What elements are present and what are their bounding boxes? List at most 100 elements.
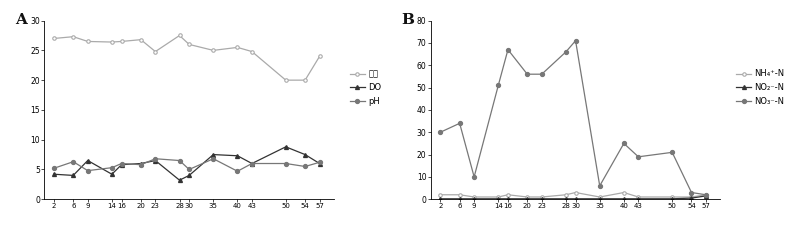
NO₃⁻-N	[667, 151, 677, 154]
DO	[136, 162, 146, 165]
NH₄⁺-N	[436, 193, 445, 196]
Legend: 水温, DO, pH: 水温, DO, pH	[350, 69, 382, 106]
DO	[247, 162, 257, 165]
NO₂⁻-N	[634, 197, 643, 200]
NO₂⁻-N	[469, 197, 479, 200]
NH₄⁺-N	[537, 196, 547, 198]
NO₂⁻-N	[493, 197, 503, 200]
pH	[83, 169, 93, 172]
NO₃⁻-N	[537, 73, 547, 76]
水温	[315, 55, 324, 58]
DO	[175, 179, 184, 182]
水温	[107, 41, 117, 44]
Text: A: A	[15, 14, 27, 27]
Legend: NH₄⁺-N, NO₂⁻-N, NO₃⁻-N: NH₄⁺-N, NO₂⁻-N, NO₃⁻-N	[737, 69, 785, 106]
NH₄⁺-N	[455, 193, 464, 196]
pH	[208, 157, 218, 160]
pH	[175, 159, 184, 162]
NO₃⁻-N	[701, 193, 711, 196]
水温	[117, 40, 126, 43]
NO₃⁻-N	[522, 73, 532, 76]
NH₄⁺-N	[634, 196, 643, 198]
DO	[300, 153, 310, 156]
DO	[281, 145, 291, 148]
水温	[247, 50, 257, 53]
pH	[151, 157, 160, 160]
NO₃⁻-N	[595, 185, 605, 187]
NO₃⁻-N	[455, 122, 464, 125]
NO₃⁻-N	[503, 48, 513, 51]
pH	[233, 170, 242, 173]
pH	[247, 162, 257, 165]
NO₂⁻-N	[455, 197, 464, 200]
NH₄⁺-N	[493, 196, 503, 198]
水温	[83, 40, 93, 43]
Text: B: B	[402, 14, 415, 27]
NO₂⁻-N	[667, 197, 677, 200]
pH	[281, 162, 291, 165]
水温	[300, 79, 310, 82]
DO	[83, 159, 93, 162]
DO	[49, 173, 59, 176]
Line: 水温: 水温	[52, 34, 321, 82]
NH₄⁺-N	[595, 196, 605, 198]
DO	[184, 174, 194, 177]
NO₂⁻-N	[561, 197, 571, 200]
NO₃⁻-N	[561, 50, 571, 53]
NO₂⁻-N	[436, 197, 445, 200]
水温	[184, 43, 194, 46]
NO₂⁻-N	[701, 194, 711, 197]
水温	[136, 38, 146, 41]
水温	[151, 50, 160, 53]
DO	[315, 162, 324, 165]
pH	[184, 168, 194, 171]
NO₃⁻-N	[469, 175, 479, 178]
NO₂⁻-N	[537, 197, 547, 200]
pH	[117, 162, 126, 165]
NH₄⁺-N	[687, 196, 696, 198]
水温	[233, 46, 242, 49]
水温	[68, 35, 78, 38]
DO	[107, 173, 117, 176]
NO₂⁻-N	[571, 197, 580, 200]
NO₂⁻-N	[522, 197, 532, 200]
Line: NO₃⁻-N: NO₃⁻-N	[439, 39, 708, 197]
水温	[49, 37, 59, 40]
NO₃⁻-N	[619, 142, 629, 145]
NO₃⁻-N	[571, 39, 580, 42]
NO₂⁻-N	[503, 197, 513, 200]
pH	[68, 160, 78, 163]
pH	[300, 165, 310, 168]
Line: NH₄⁺-N: NH₄⁺-N	[439, 191, 708, 199]
Line: NO₂⁻-N: NO₂⁻-N	[439, 194, 708, 201]
NH₄⁺-N	[571, 191, 580, 194]
NH₄⁺-N	[701, 193, 711, 196]
pH	[49, 167, 59, 170]
NO₂⁻-N	[619, 197, 629, 200]
NH₄⁺-N	[522, 196, 532, 198]
NO₃⁻-N	[436, 131, 445, 134]
NO₂⁻-N	[595, 197, 605, 200]
NO₂⁻-N	[687, 197, 696, 199]
NH₄⁺-N	[561, 193, 571, 196]
pH	[136, 163, 146, 166]
NO₃⁻-N	[493, 84, 503, 87]
NO₃⁻-N	[687, 191, 696, 194]
NO₃⁻-N	[634, 155, 643, 158]
NH₄⁺-N	[619, 191, 629, 194]
pH	[315, 161, 324, 164]
Line: pH: pH	[52, 157, 321, 173]
NH₄⁺-N	[667, 196, 677, 198]
Line: DO: DO	[52, 145, 321, 182]
水温	[281, 79, 291, 82]
水温	[208, 49, 218, 52]
DO	[151, 159, 160, 162]
DO	[117, 163, 126, 166]
DO	[68, 174, 78, 177]
NH₄⁺-N	[503, 193, 513, 196]
DO	[233, 154, 242, 157]
NH₄⁺-N	[469, 196, 479, 198]
pH	[107, 166, 117, 169]
水温	[175, 34, 184, 37]
DO	[208, 153, 218, 156]
